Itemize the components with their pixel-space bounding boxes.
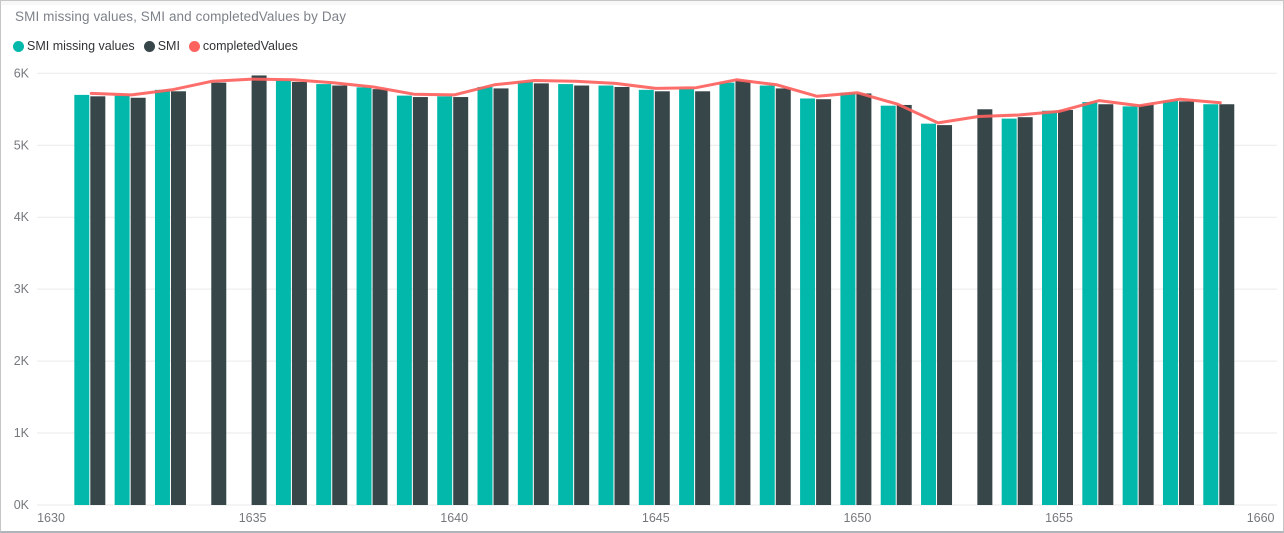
legend-item-completedvalues[interactable]: completedValues: [188, 39, 298, 53]
bar-smi[interactable]: [251, 75, 267, 506]
bar-smi-missing-values[interactable]: [356, 87, 372, 505]
bar-smi[interactable]: [695, 91, 711, 505]
bar-smi[interactable]: [1058, 109, 1073, 505]
y-axis-label: 6K: [14, 66, 30, 80]
bar-smi-missing-values[interactable]: [840, 92, 856, 505]
bar-smi[interactable]: [1017, 117, 1033, 505]
bar-smi[interactable]: [1138, 104, 1154, 505]
bar-smi-missing-values[interactable]: [719, 82, 735, 505]
bar-smi[interactable]: [332, 85, 348, 506]
bar-smi[interactable]: [211, 82, 227, 505]
y-axis-label: 5K: [14, 138, 30, 152]
bar-smi-missing-values[interactable]: [759, 85, 775, 506]
bar-smi[interactable]: [372, 89, 388, 505]
chart-title: SMI missing values, SMI and completedVal…: [15, 9, 347, 24]
bar-smi-missing-values[interactable]: [598, 85, 614, 506]
y-axis-label: 4K: [14, 210, 30, 224]
x-axis-label: 1635: [239, 511, 267, 525]
bar-smi[interactable]: [170, 91, 186, 505]
bar-smi-missing-values[interactable]: [114, 95, 130, 506]
bar-smi-missing-values[interactable]: [921, 123, 937, 505]
bar-smi-missing-values[interactable]: [800, 98, 816, 506]
bar-smi-missing-values[interactable]: [1162, 100, 1178, 506]
bar-smi[interactable]: [130, 97, 146, 505]
x-axis-label: 1645: [642, 511, 670, 525]
bar-smi-missing-values[interactable]: [316, 84, 332, 505]
bar-smi[interactable]: [775, 88, 791, 506]
y-axis-label: 3K: [14, 282, 30, 296]
bar-smi[interactable]: [533, 83, 549, 506]
bar-smi[interactable]: [816, 99, 832, 506]
visual-top-strip: [1, 1, 1283, 5]
legend-item-smi[interactable]: SMI: [143, 39, 180, 53]
x-axis-label: 1655: [1045, 511, 1073, 525]
bar-smi-missing-values[interactable]: [679, 89, 695, 505]
bar-smi[interactable]: [412, 97, 428, 505]
bar-smi[interactable]: [735, 80, 751, 506]
bar-smi-missing-values[interactable]: [517, 81, 533, 506]
bar-smi[interactable]: [493, 88, 509, 506]
bar-smi[interactable]: [896, 104, 912, 505]
bar-smi[interactable]: [291, 81, 307, 506]
legend-item-label: completedValues: [202, 39, 298, 53]
legend-item-smi-missing-values[interactable]: SMI missing values: [13, 39, 135, 53]
bar-smi-missing-values[interactable]: [1001, 118, 1017, 505]
x-axis-label: 1650: [843, 511, 871, 525]
legend-marker-circle-icon: [188, 40, 200, 52]
x-axis-label: 1660: [1247, 511, 1275, 525]
bar-smi-missing-values[interactable]: [638, 89, 654, 505]
bar-smi[interactable]: [1219, 104, 1235, 506]
y-axis-label: 0K: [14, 498, 30, 512]
legend-marker-circle-icon: [13, 40, 24, 52]
y-axis-label: 2K: [14, 354, 30, 368]
x-axis-label: 1640: [440, 511, 468, 525]
bar-smi-missing-values[interactable]: [74, 94, 90, 505]
bar-smi-missing-values[interactable]: [275, 80, 291, 506]
legend: SMI missing values SMI completedValues: [13, 39, 298, 53]
completedvalues-line[interactable]: [89, 77, 1222, 125]
bar-smi[interactable]: [654, 91, 670, 505]
bar-smi-missing-values[interactable]: [1082, 102, 1098, 505]
bar-smi-missing-values[interactable]: [558, 84, 574, 505]
bar-smi[interactable]: [977, 109, 993, 506]
bar-smi[interactable]: [614, 86, 630, 506]
x-axis-label: 1630: [37, 511, 65, 525]
bar-smi-missing-values[interactable]: [1203, 104, 1219, 506]
bar-smi-missing-values[interactable]: [477, 86, 493, 506]
bar-smi[interactable]: [90, 96, 106, 505]
bar-smi[interactable]: [574, 85, 590, 506]
bar-smi-missing-values[interactable]: [1122, 106, 1138, 505]
bar-smi[interactable]: [1178, 101, 1194, 505]
bar-smi-missing-values[interactable]: [1042, 110, 1057, 506]
legend-item-label: SMI: [157, 39, 180, 53]
bar-smi-missing-values[interactable]: [880, 105, 896, 506]
bar-smi[interactable]: [1098, 104, 1114, 506]
bar-smi[interactable]: [856, 93, 872, 506]
y-axis-label: 1K: [14, 426, 30, 440]
bar-smi-missing-values[interactable]: [437, 96, 453, 505]
legend-marker-circle-icon: [143, 40, 155, 52]
legend-item-label: SMI missing values: [27, 39, 135, 53]
bar-smi-missing-values[interactable]: [396, 95, 412, 506]
bar-smi[interactable]: [453, 97, 469, 505]
bar-smi[interactable]: [937, 125, 953, 505]
bar-smi-missing-values[interactable]: [154, 89, 170, 505]
